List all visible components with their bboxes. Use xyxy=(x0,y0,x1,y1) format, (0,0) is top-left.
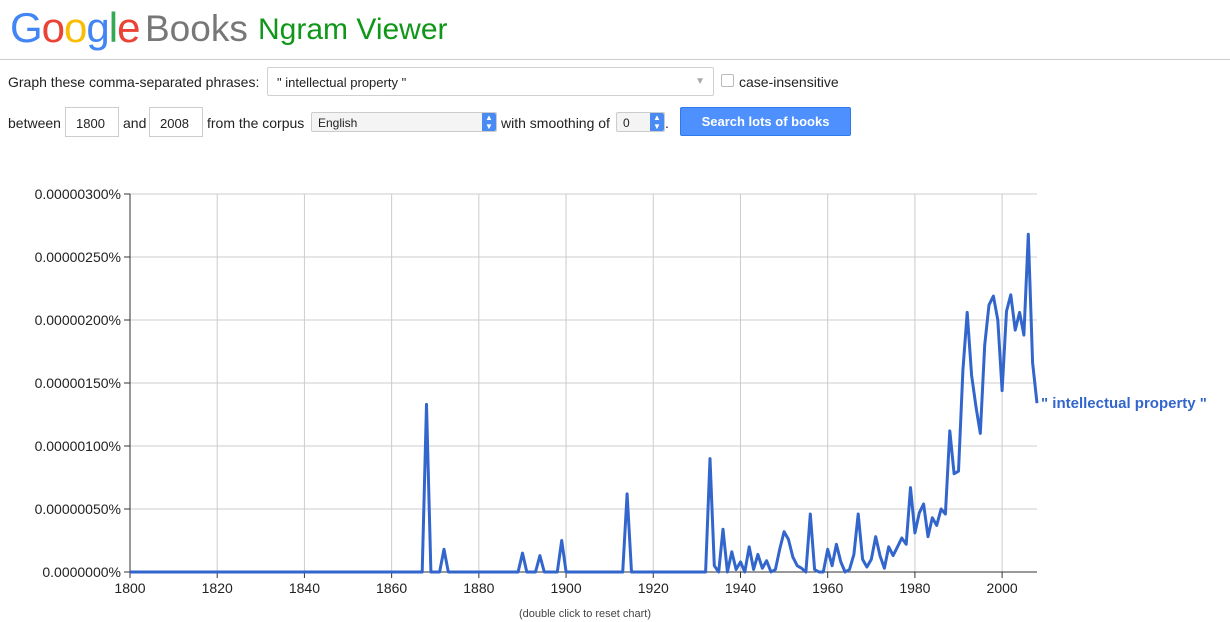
y-tick-labels: 0.0000000% 0.00000050% 0.00000100% 0.000001… xyxy=(35,186,121,580)
x-tick-label: 1800 xyxy=(114,580,145,596)
y-tick-label: 0.00000150% xyxy=(35,375,121,391)
corpus-select[interactable]: English ▲ ▼ xyxy=(311,112,497,132)
phrases-label: Graph these comma-separated phrases: xyxy=(8,74,260,90)
ngram-chart[interactable]: 0.0000000% 0.00000050% 0.00000100% 0.000001… xyxy=(0,150,1230,610)
chart-grid xyxy=(130,193,1037,572)
select-spinner-icon: ▲ ▼ xyxy=(650,113,664,131)
x-tick-label: 2000 xyxy=(987,580,1018,596)
logo-letter: o xyxy=(64,4,87,51)
logo-letter: o xyxy=(41,4,65,51)
x-tick-label: 1860 xyxy=(376,580,407,596)
case-insensitive-label[interactable]: case-insensitive xyxy=(739,74,839,90)
end-year-value: 2008 xyxy=(160,116,189,131)
start-year-value: 1800 xyxy=(76,116,105,131)
x-tick-label: 1960 xyxy=(812,580,843,596)
series-line[interactable] xyxy=(130,232,1039,574)
logo-letter: l xyxy=(108,4,118,51)
select-spinner-icon: ▲ ▼ xyxy=(482,113,496,131)
x-tick-label: 1900 xyxy=(550,580,581,596)
chart-series[interactable]: " intellectual property " xyxy=(130,232,1207,574)
end-year-input[interactable]: 2008 xyxy=(149,107,203,137)
header-divider xyxy=(0,59,1230,60)
x-tick-labels: 1800 1820 1840 1860 1880 1900 1920 1940 1960 1980… xyxy=(114,580,1017,596)
x-tick-label: 1940 xyxy=(725,580,756,596)
series-label[interactable]: " intellectual property " xyxy=(1041,395,1207,412)
x-tick-label: 1920 xyxy=(638,580,669,596)
y-tick-label: 0.00000200% xyxy=(35,312,121,328)
corpus-label: from the corpus xyxy=(207,115,305,131)
smoothing-select-value: 0 xyxy=(623,116,630,130)
y-tick-label: 0.00000050% xyxy=(35,501,121,517)
books-logo-text: Books xyxy=(145,8,248,49)
y-tick-label: 0.0000000% xyxy=(42,564,121,580)
y-tick-label: 0.00000300% xyxy=(35,186,121,202)
between-label: between xyxy=(8,115,61,131)
x-tick-label: 1820 xyxy=(202,580,233,596)
smoothing-select[interactable]: 0 ▲ ▼ xyxy=(616,112,665,132)
corpus-select-value: English xyxy=(318,116,358,130)
google-logo[interactable]: Google xyxy=(10,4,140,52)
search-button[interactable]: Search lots of books xyxy=(680,107,851,136)
x-tick-label: 1880 xyxy=(463,580,494,596)
logo-letter: g xyxy=(86,4,109,51)
dropdown-arrow-icon[interactable]: ▼ xyxy=(695,76,705,87)
case-insensitive-checkbox[interactable] xyxy=(721,74,734,87)
phrases-input[interactable]: " intellectual property " ▼ xyxy=(267,67,714,96)
x-tick-label: 1840 xyxy=(289,580,320,596)
y-tick-label: 0.00000100% xyxy=(35,438,121,454)
logo-letter: e xyxy=(117,4,140,51)
chart-axes xyxy=(124,193,1037,578)
header: Google Books Ngram Viewer xyxy=(0,0,1230,60)
smoothing-label: with smoothing of xyxy=(501,115,610,131)
x-tick-label: 1980 xyxy=(899,580,930,596)
and-label: and xyxy=(123,115,147,131)
y-tick-label: 0.00000250% xyxy=(35,249,121,265)
start-year-input[interactable]: 1800 xyxy=(65,107,119,137)
period-text: . xyxy=(665,115,669,131)
page-title: Ngram Viewer xyxy=(258,13,448,46)
phrases-input-value: " intellectual property " xyxy=(277,75,407,90)
reset-chart-hint: (double click to reset chart) xyxy=(518,608,652,620)
logo-letter: G xyxy=(10,4,43,51)
